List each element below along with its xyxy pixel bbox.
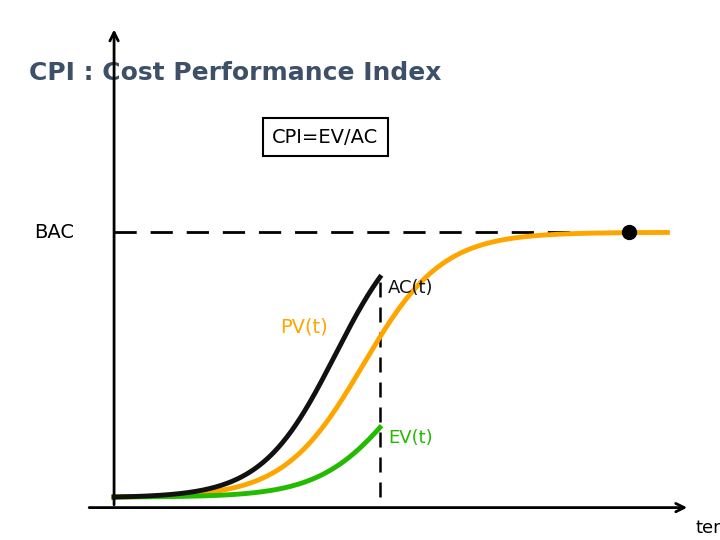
Text: temps: temps <box>696 519 720 537</box>
Text: AC(t): AC(t) <box>388 279 433 297</box>
Text: CPI : Cost Performance Index: CPI : Cost Performance Index <box>29 61 441 85</box>
Text: EV(t): EV(t) <box>388 429 433 447</box>
Text: CPI=EV/AC: CPI=EV/AC <box>272 127 379 146</box>
Text: PV(t): PV(t) <box>280 318 328 337</box>
Text: BAC: BAC <box>35 223 74 242</box>
